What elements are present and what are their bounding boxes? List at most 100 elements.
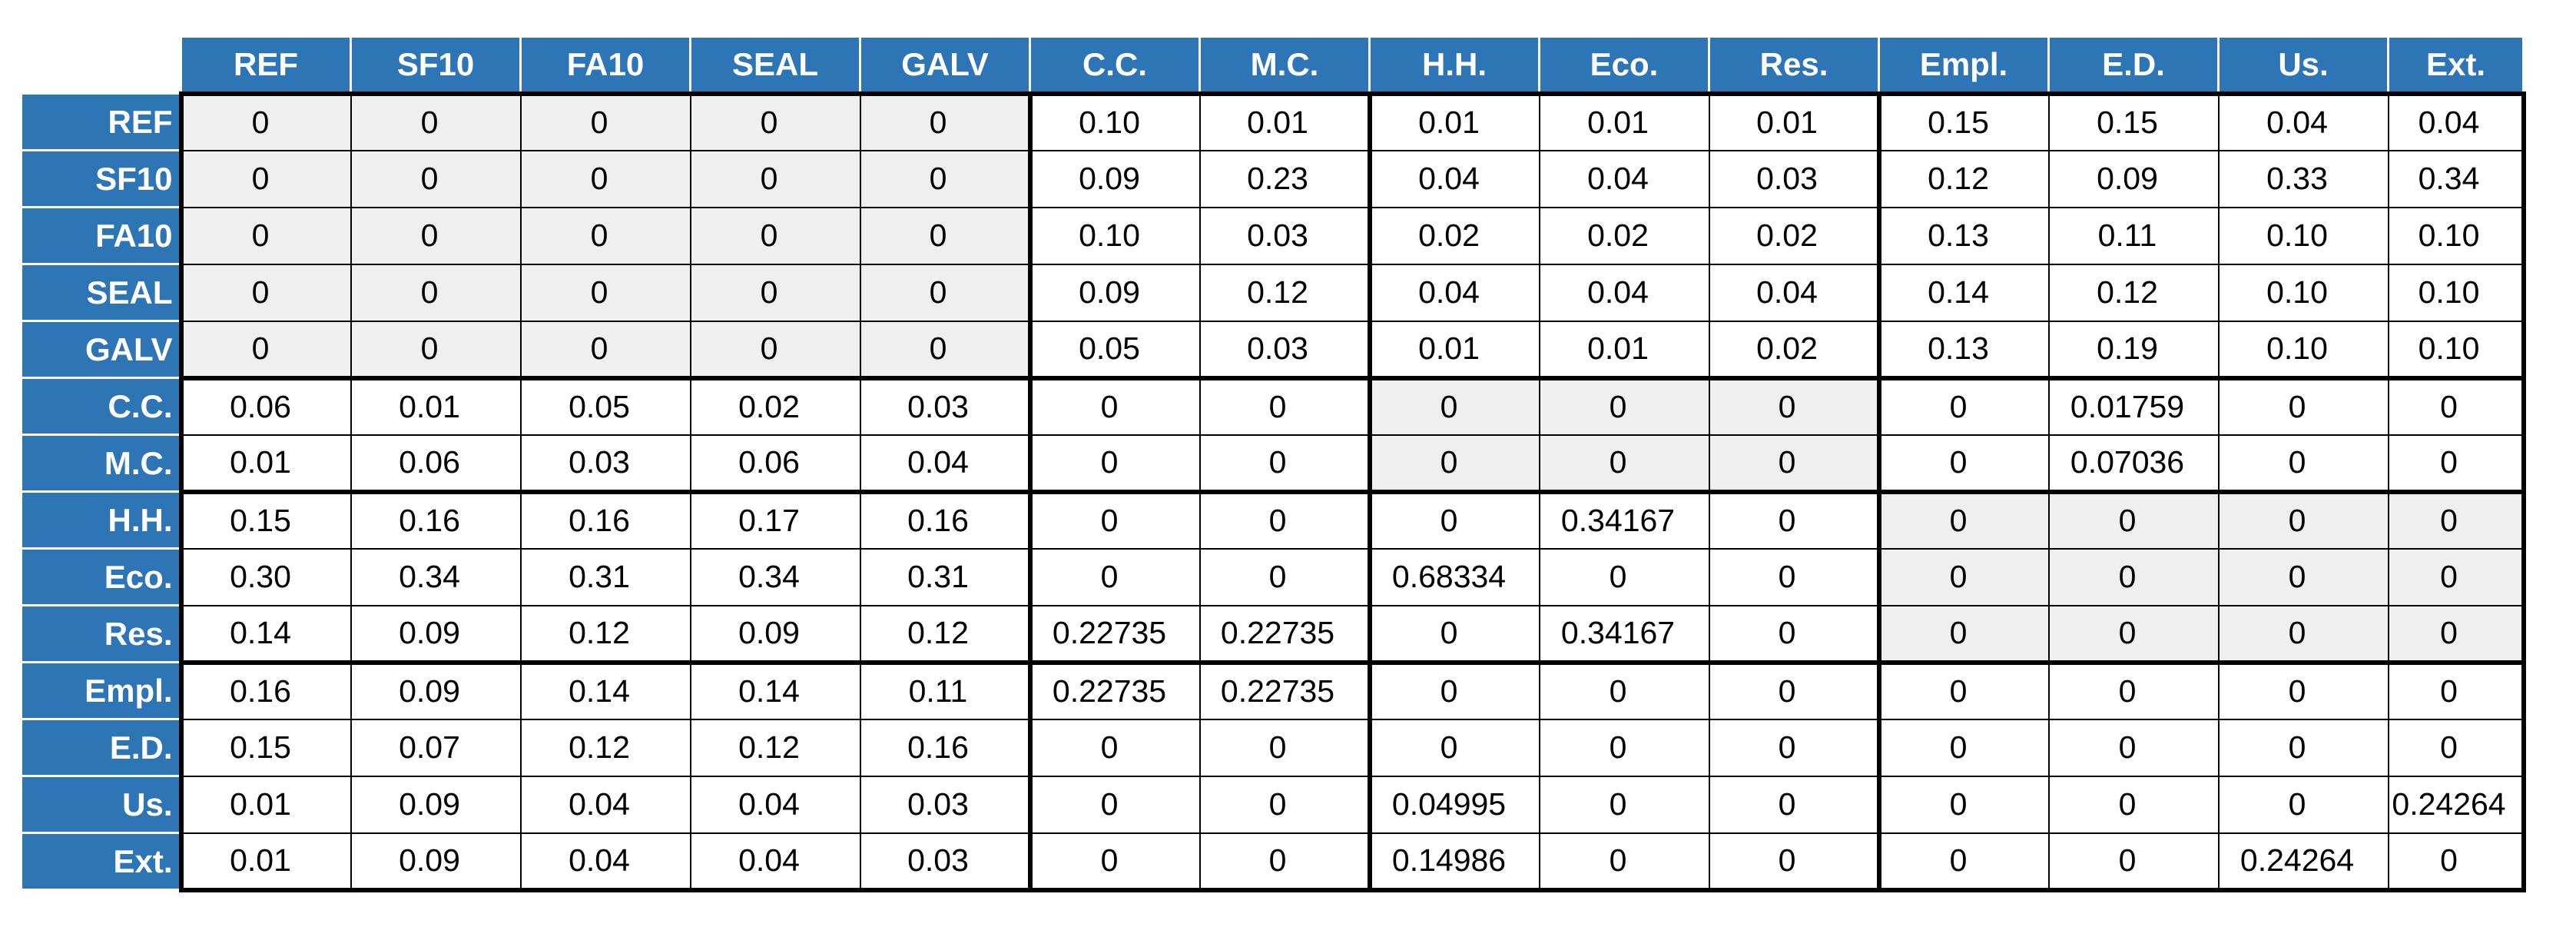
cell-fa10-galv: 0 xyxy=(859,206,1031,265)
matrix-row-res: Res. 0.14 0.09 0.12 0.09 0.12 0.22735 0.22735 0 0… xyxy=(20,604,2526,663)
cell-seal-ext: 0.10 xyxy=(2387,263,2526,322)
cell-ext-sf10: 0.09 xyxy=(350,832,522,892)
matrix-row-c-c: C.C. 0.06 0.01 0.05 0.02 0.03 0 0 0 0 0 0 0.01759 0 0 xyxy=(20,375,2526,436)
cell-galv-sf10: 0 xyxy=(350,320,522,379)
cell-us-c-c: 0 xyxy=(1027,775,1201,834)
cell-seal-h-h: 0.04 xyxy=(1367,263,1540,322)
cell-ext-m-c: 0 xyxy=(1198,832,1371,892)
cell-h-h-ref: 0.15 xyxy=(178,489,352,550)
cell-sf10-empl: 0.12 xyxy=(1876,149,2050,208)
cell-e-d-res: 0 xyxy=(1708,718,1880,777)
cell-m-c-e-d: 0.07036 xyxy=(2047,434,2220,493)
cell-ext-seal: 0.04 xyxy=(689,832,861,892)
column-header-seal: SEAL xyxy=(689,35,861,95)
cell-ext-eco: 0 xyxy=(1538,832,1710,892)
column-header-c-c: C.C. xyxy=(1029,35,1201,95)
column-header-res: Res. xyxy=(1708,35,1880,95)
corner-cell xyxy=(20,35,182,95)
cell-sf10-c-c: 0.09 xyxy=(1027,149,1201,208)
cell-galv-fa10: 0 xyxy=(519,320,691,379)
cell-ext-ext: 0 xyxy=(2387,832,2526,892)
cell-eco-seal: 0.34 xyxy=(689,547,861,606)
cell-fa10-empl: 0.13 xyxy=(1876,206,2050,265)
row-header-m-c: M.C. xyxy=(20,434,182,493)
matrix-row-e-d: E.D. 0.15 0.07 0.12 0.12 0.16 0 0 0 0 0 0 0 0 0 xyxy=(20,718,2526,777)
cell-eco-c-c: 0 xyxy=(1027,547,1201,606)
cell-sf10-h-h: 0.04 xyxy=(1367,149,1540,208)
cell-us-fa10: 0.04 xyxy=(519,775,691,834)
cell-us-sf10: 0.09 xyxy=(350,775,522,834)
cell-m-c-fa10: 0.03 xyxy=(519,434,691,493)
cell-empl-m-c: 0.22735 xyxy=(1198,660,1371,720)
row-header-sf10: SF10 xyxy=(20,149,182,208)
matrix-row-sf10: SF10 0 0 0 0 0 0.09 0.23 0.04 0.04 0.03 0.12 0.09 0.3… xyxy=(20,149,2526,208)
cell-ext-c-c: 0 xyxy=(1027,832,1201,892)
cell-h-h-seal: 0.17 xyxy=(689,489,861,550)
cell-c-c-c-c: 0 xyxy=(1027,375,1201,436)
cell-empl-eco: 0 xyxy=(1538,660,1710,720)
column-header-m-c: M.C. xyxy=(1198,35,1371,95)
cell-fa10-sf10: 0 xyxy=(350,206,522,265)
cell-sf10-ref: 0 xyxy=(178,149,352,208)
row-header-us: Us. xyxy=(20,775,182,834)
cell-res-ext: 0 xyxy=(2387,604,2526,663)
column-header-ext: Ext. xyxy=(2387,35,2525,95)
cell-ref-eco: 0.01 xyxy=(1538,91,1710,151)
cell-fa10-res: 0.02 xyxy=(1708,206,1880,265)
cell-ext-h-h: 0.14986 xyxy=(1367,832,1540,892)
cell-m-c-h-h: 0 xyxy=(1367,434,1540,493)
row-header-eco: Eco. xyxy=(20,547,182,606)
cell-seal-fa10: 0 xyxy=(519,263,691,322)
cell-galv-galv: 0 xyxy=(859,320,1031,379)
cell-res-seal: 0.09 xyxy=(689,604,861,663)
cell-empl-sf10: 0.09 xyxy=(350,660,522,720)
row-header-seal: SEAL xyxy=(20,263,182,322)
row-header-empl: Empl. xyxy=(20,661,182,720)
cell-eco-m-c: 0 xyxy=(1198,547,1371,606)
cell-galv-h-h: 0.01 xyxy=(1367,320,1540,379)
column-header-empl: Empl. xyxy=(1878,35,2050,95)
matrix-row-fa10: FA10 0 0 0 0 0 0.10 0.03 0.02 0.02 0.02 0.13 0.11 0.1… xyxy=(20,206,2526,265)
cell-ref-m-c: 0.01 xyxy=(1198,91,1371,151)
cell-e-d-galv: 0.16 xyxy=(859,718,1031,777)
cell-m-c-empl: 0 xyxy=(1876,434,2050,493)
cell-fa10-e-d: 0.11 xyxy=(2047,206,2220,265)
cell-c-c-ext: 0 xyxy=(2387,375,2526,436)
cell-res-galv: 0.12 xyxy=(859,604,1031,663)
cell-ref-res: 0.01 xyxy=(1708,91,1880,151)
cell-res-res: 0 xyxy=(1708,604,1880,663)
cell-ref-e-d: 0.15 xyxy=(2047,91,2220,151)
cell-m-c-seal: 0.06 xyxy=(689,434,861,493)
cell-e-d-seal: 0.12 xyxy=(689,718,861,777)
cell-empl-e-d: 0 xyxy=(2047,660,2220,720)
cell-res-c-c: 0.22735 xyxy=(1027,604,1201,663)
cell-us-res: 0 xyxy=(1708,775,1880,834)
cell-galv-ref: 0 xyxy=(178,320,352,379)
cell-c-c-us: 0 xyxy=(2217,375,2389,436)
cell-h-h-m-c: 0 xyxy=(1198,489,1371,550)
cell-m-c-sf10: 0.06 xyxy=(350,434,522,493)
column-header-ref: REF xyxy=(180,35,352,95)
cell-h-h-eco: 0.34167 xyxy=(1538,489,1710,550)
cell-m-c-galv: 0.04 xyxy=(859,434,1031,493)
row-header-ref: REF xyxy=(20,92,182,151)
cell-sf10-sf10: 0 xyxy=(350,149,522,208)
cell-c-c-galv: 0.03 xyxy=(859,375,1031,436)
row-header-res: Res. xyxy=(20,604,182,663)
cell-us-ext: 0.24264 xyxy=(2387,775,2526,834)
cell-h-h-fa10: 0.16 xyxy=(519,489,691,550)
row-header-ext: Ext. xyxy=(20,832,182,891)
cell-e-d-eco: 0 xyxy=(1538,718,1710,777)
cell-us-us: 0 xyxy=(2217,775,2389,834)
cell-c-c-eco: 0 xyxy=(1538,375,1710,436)
cell-sf10-m-c: 0.23 xyxy=(1198,149,1371,208)
cell-galv-empl: 0.13 xyxy=(1876,320,2050,379)
cell-empl-c-c: 0.22735 xyxy=(1027,660,1201,720)
cell-empl-h-h: 0 xyxy=(1367,660,1540,720)
cell-c-c-h-h: 0 xyxy=(1367,375,1540,436)
cell-ref-h-h: 0.01 xyxy=(1367,91,1540,151)
cell-h-h-ext: 0 xyxy=(2387,489,2526,550)
cell-seal-c-c: 0.09 xyxy=(1027,263,1201,322)
cell-ref-fa10: 0 xyxy=(519,91,691,151)
cell-ext-fa10: 0.04 xyxy=(519,832,691,892)
